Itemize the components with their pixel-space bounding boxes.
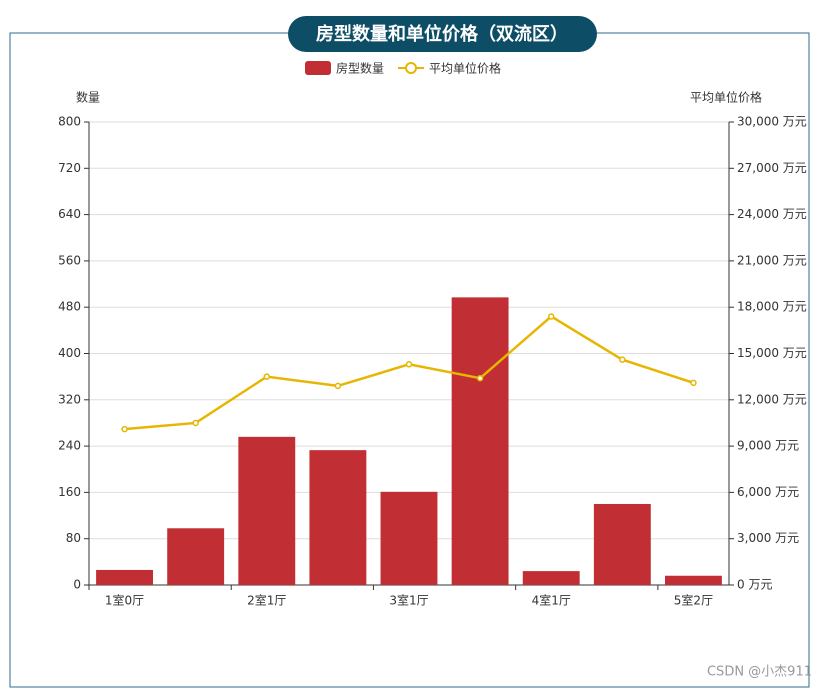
y-tick-label: 320 (58, 392, 81, 406)
y-tick-label: 720 (58, 161, 81, 175)
y-axis-title: 数量 (76, 90, 100, 105)
legend-label: 房型数量 (336, 61, 384, 76)
line-point (476, 374, 484, 382)
y2-tick-label: 0 万元 (737, 578, 772, 592)
y-tick-label: 240 (58, 439, 81, 453)
bar (451, 297, 509, 585)
bar (167, 528, 225, 585)
line-point (619, 356, 626, 363)
y-tick-label: 640 (58, 207, 81, 221)
y-tick-label: 400 (58, 346, 81, 360)
line (124, 314, 694, 431)
y2-tick-label: 30,000 万元 (737, 115, 807, 129)
y2-tick-label: 27,000 万元 (737, 161, 807, 175)
chart-border (9, 32, 810, 688)
y-tick-label: 480 (58, 300, 81, 314)
y2-tick-label: 6,000 万元 (737, 485, 799, 499)
legend-label: 平均单位价格 (429, 61, 501, 76)
bar (380, 491, 438, 585)
y2-tick-label: 3,000 万元 (737, 531, 799, 545)
y-tick-label: 160 (58, 485, 81, 499)
y-tick-label: 80 (66, 531, 81, 545)
y-tick-label: 800 (58, 115, 81, 129)
legend-swatch (305, 61, 331, 75)
legend-swatch (405, 62, 418, 74)
x-tick-label: 4室1厅 (532, 593, 571, 608)
bar (593, 503, 651, 585)
x-tick-label: 5室2厅 (674, 593, 713, 608)
y-tick-label: 560 (58, 253, 81, 267)
line-point (192, 419, 199, 427)
bar (238, 436, 296, 585)
bar (96, 569, 153, 585)
y2-tick-label: 18,000 万元 (737, 300, 807, 314)
chart-title: 房型数量和单位价格（双流区） (316, 23, 568, 45)
y2-tick-label: 21,000 万元 (737, 253, 807, 267)
bar (665, 575, 722, 585)
y-tick-label: 0 (73, 578, 81, 592)
title-background (288, 16, 597, 52)
y2-tick-label: 24,000 万元 (737, 207, 807, 221)
line-point (334, 382, 342, 390)
line-point (263, 373, 271, 380)
bar (522, 571, 580, 585)
y2-tick-label: 9,000 万元 (737, 439, 799, 453)
y2-tick-label: 15,000 万元 (737, 346, 807, 360)
x-tick-label: 2室1厅 (247, 593, 286, 608)
line-point (121, 425, 128, 433)
x-tick-label: 3室1厅 (389, 593, 428, 608)
line-point (405, 361, 413, 368)
watermark: CSDN @小杰911 (707, 665, 812, 680)
line-point (690, 379, 697, 387)
x-tick-label: 1室0厅 (105, 593, 144, 608)
y2-tick-label: 12,000 万元 (737, 392, 807, 406)
y2-axis-title: 平均单位价格 (690, 90, 762, 105)
bar (309, 450, 367, 585)
line-point (547, 313, 555, 320)
